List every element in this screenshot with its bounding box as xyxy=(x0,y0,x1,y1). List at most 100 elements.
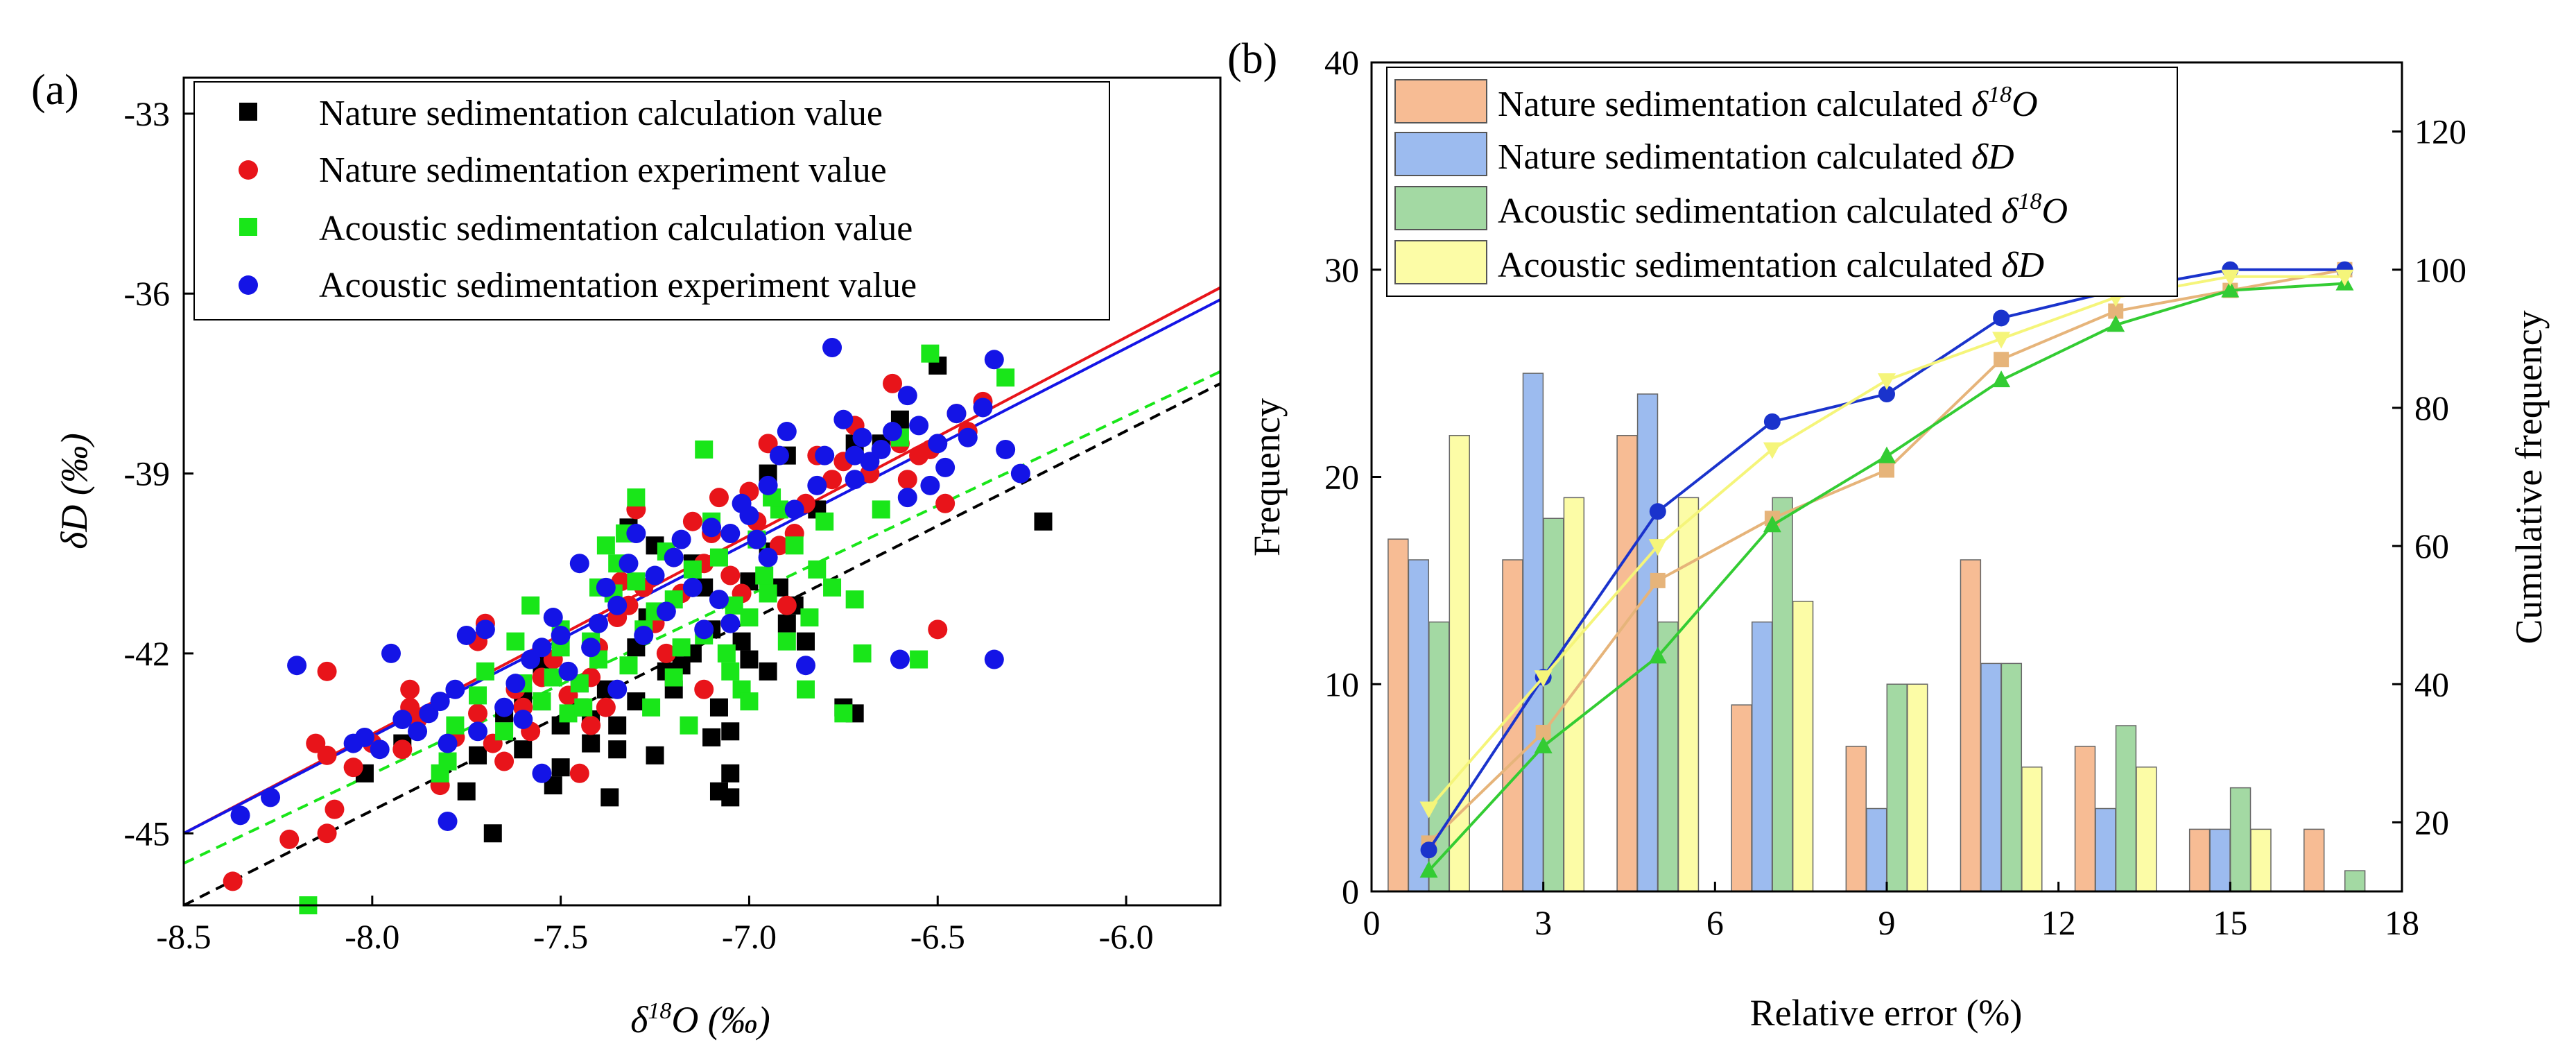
data-point xyxy=(709,590,729,610)
bar xyxy=(1845,746,1867,892)
data-point xyxy=(720,613,741,633)
cumulative-point xyxy=(1420,841,1437,859)
bar xyxy=(1751,621,1773,892)
data-point xyxy=(370,740,390,760)
data-point xyxy=(740,692,759,711)
data-point xyxy=(287,656,307,676)
data-point xyxy=(468,721,488,742)
data-point xyxy=(646,746,664,764)
bar xyxy=(2250,828,2272,892)
data-point xyxy=(897,386,917,406)
data-point xyxy=(634,625,654,645)
data-point xyxy=(392,710,413,730)
bar xyxy=(2188,828,2211,892)
cumulative-point xyxy=(1649,503,1666,520)
bar xyxy=(1866,807,1887,892)
data-point xyxy=(920,475,940,495)
bar xyxy=(2095,807,2116,892)
data-point xyxy=(317,661,337,681)
data-point xyxy=(468,703,488,724)
data-point xyxy=(627,692,646,711)
data-point xyxy=(720,565,741,585)
y-tick-label: -39 xyxy=(123,454,170,493)
data-point xyxy=(777,595,797,615)
data-point xyxy=(596,697,616,717)
data-point xyxy=(984,350,1004,370)
data-point xyxy=(505,674,526,694)
legend-b-label-nature-d18o: Nature sedimentation calculated δ18O xyxy=(1498,82,2038,124)
data-point xyxy=(732,632,751,651)
cumulative-point xyxy=(1534,736,1553,753)
y-tick-label: -45 xyxy=(123,814,170,853)
bar xyxy=(1980,662,2002,892)
bar xyxy=(1792,601,1814,892)
data-point xyxy=(476,662,494,681)
legend-a-label-nature-calc: Nature sedimentation calculation value xyxy=(319,94,883,133)
cumulative-line-acoustic-sedimentation-calculated-d18o xyxy=(1419,273,2354,878)
bar xyxy=(1960,559,1982,892)
cumulative-point xyxy=(1534,670,1553,687)
data-point xyxy=(683,560,702,579)
panel-b-left-y-axis-title: Frequency xyxy=(1246,398,1288,556)
data-point xyxy=(438,752,457,771)
data-point xyxy=(784,499,804,520)
data-point xyxy=(797,632,815,651)
data-point xyxy=(596,577,616,597)
data-point xyxy=(973,398,993,418)
data-point xyxy=(694,679,714,699)
panel-a-legend: Nature sedimentation calculation value N… xyxy=(193,81,1110,320)
y2-tick-label: 60 xyxy=(2414,527,2449,565)
panel-a-plot-frame xyxy=(182,76,1222,907)
bar xyxy=(2000,662,2023,892)
cumulative-point xyxy=(1763,442,1781,459)
cumulative-point xyxy=(1535,724,1551,740)
data-point xyxy=(600,788,619,807)
bar xyxy=(1636,393,1659,892)
data-point xyxy=(532,638,552,658)
cumulative-point xyxy=(2107,315,2125,332)
data-point xyxy=(759,662,777,681)
data-point xyxy=(695,440,714,459)
data-point xyxy=(569,554,589,574)
data-point xyxy=(852,427,872,447)
y-tick-label: 40 xyxy=(1324,43,1359,82)
bar xyxy=(1522,373,1544,892)
data-point xyxy=(445,679,465,699)
cumulative-point xyxy=(2108,303,2124,319)
data-point xyxy=(739,506,759,526)
data-point xyxy=(672,638,691,657)
cumulative-point xyxy=(1648,647,1667,664)
panel-b-cumulative-lines xyxy=(1419,261,2354,878)
data-point xyxy=(483,824,502,843)
data-point xyxy=(935,493,956,513)
data-point xyxy=(845,590,864,609)
data-point xyxy=(845,445,865,465)
panel-a-label: (a) xyxy=(31,67,79,114)
data-point xyxy=(897,488,917,508)
data-point xyxy=(430,692,450,712)
bar-series-nature-sedimentation-calculated-d18o xyxy=(1388,435,2325,892)
data-point xyxy=(400,679,420,699)
data-point xyxy=(721,764,740,783)
data-point xyxy=(533,692,551,711)
data-point xyxy=(845,470,865,490)
y-tick-label: -36 xyxy=(123,274,170,313)
cumulative-point xyxy=(2335,269,2354,287)
data-point xyxy=(996,439,1016,459)
data-point xyxy=(800,608,819,627)
data-point xyxy=(958,427,978,447)
data-point xyxy=(521,596,540,615)
panel-a-y-axis: -45 -42 -39 -36 -33 xyxy=(123,94,193,853)
bar-series-nature-sedimentation-calculated-dd xyxy=(1408,373,2231,892)
bar xyxy=(2136,767,2157,892)
x-tick-label: 12 xyxy=(2041,903,2076,942)
data-point xyxy=(532,763,552,783)
data-point xyxy=(928,619,948,640)
cumulative-point xyxy=(1419,861,1438,878)
x-tick-label: 9 xyxy=(1878,903,1896,942)
legend-b-swatch-acoustic-dd xyxy=(1394,240,1487,284)
y-tick-label: -42 xyxy=(123,634,170,673)
data-point xyxy=(909,416,929,436)
bar xyxy=(1388,538,1409,892)
